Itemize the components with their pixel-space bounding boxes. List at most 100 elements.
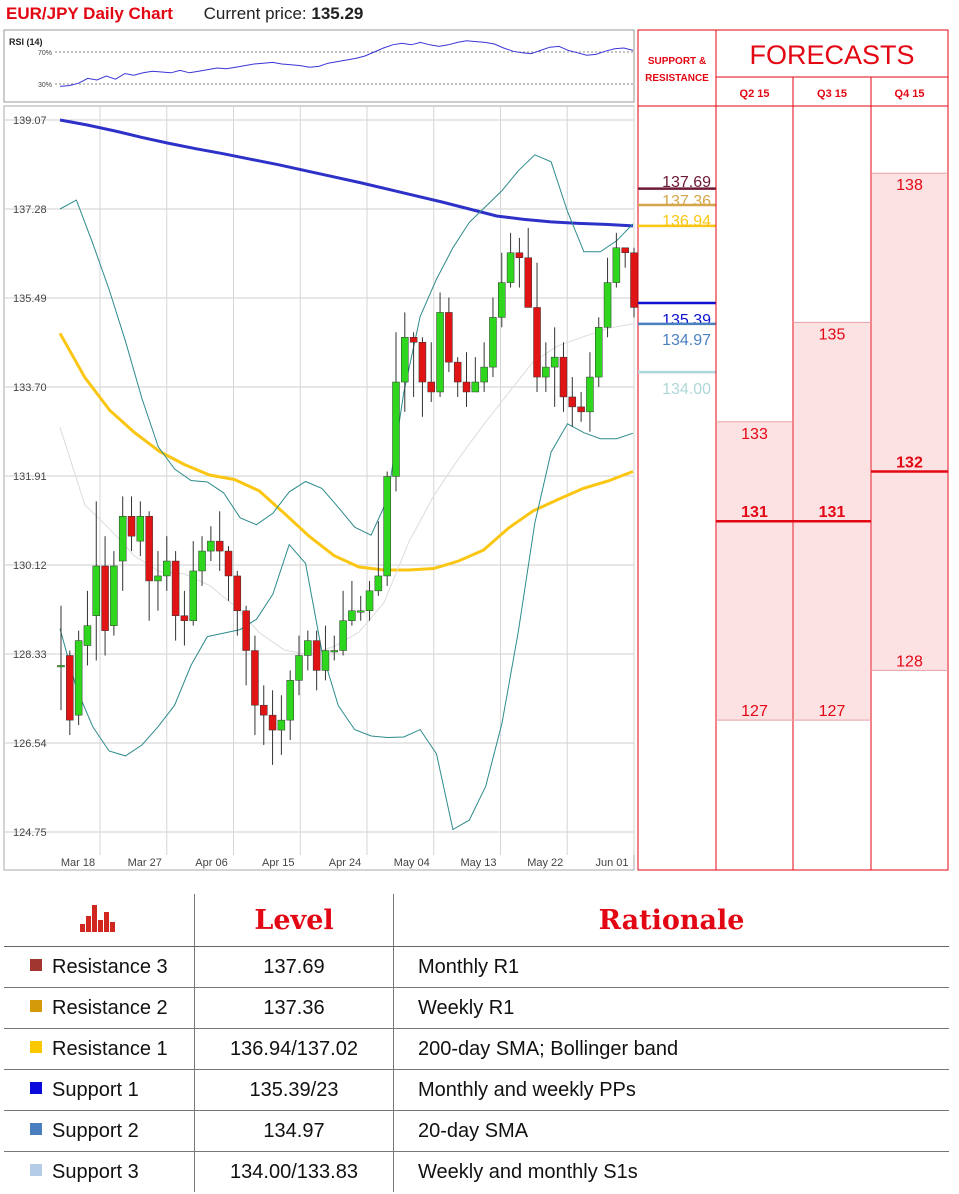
candle-body xyxy=(118,516,127,562)
support-resistance-panel: SUPPORT & RESISTANCE 137.69137.36136.941… xyxy=(637,29,717,871)
candle-body xyxy=(171,560,180,616)
candle-body xyxy=(110,565,118,626)
candle-body xyxy=(542,366,550,378)
candle-body xyxy=(577,406,585,413)
candle xyxy=(224,546,233,601)
candle xyxy=(471,357,480,393)
rationale-text: Weekly R1 xyxy=(393,987,949,1029)
candle xyxy=(365,580,374,621)
sr-title-line2: RESISTANCE xyxy=(645,73,709,84)
x-axis-ticks: Mar 18 Mar 27 Apr 06 Apr 15 Apr 24 May 04 May … xyxy=(61,857,629,869)
chart-header: EUR/JPY Daily Chart Current price: 135.2… xyxy=(6,4,363,26)
candle-body xyxy=(533,307,541,378)
indicator-55-day-sma xyxy=(58,332,634,572)
candle-body xyxy=(207,540,215,552)
rationale-text: Weekly and monthly S1s xyxy=(393,1151,949,1192)
candle-body xyxy=(621,247,629,254)
current-price-label: Current price: xyxy=(203,4,307,23)
rationale-text: Monthly and weekly PPs xyxy=(393,1069,949,1111)
level-name-cell: Resistance 1 xyxy=(4,1028,195,1070)
forecast-panel: FORECASTS Q2 15 133 131 127 Q3 15 135 131 127 Q4… xyxy=(715,29,949,871)
sr-label: 137.36 xyxy=(662,193,711,210)
table-body: Resistance 3 137.69 Monthly R1 Resistance 2… xyxy=(4,946,949,1192)
x-tick-label: Mar 27 xyxy=(128,857,162,869)
level-name-cell: Support 1 xyxy=(4,1069,195,1111)
candle xyxy=(392,332,400,492)
y-tick-label: 133.70 xyxy=(13,382,47,394)
candle-body xyxy=(550,356,559,368)
color-swatch xyxy=(30,1041,42,1054)
candle xyxy=(277,695,286,755)
candle xyxy=(630,247,638,318)
x-tick-label: May 22 xyxy=(527,857,563,869)
candles xyxy=(57,227,638,765)
level-name-cell: Support 2 xyxy=(4,1110,195,1152)
candle-body xyxy=(268,714,277,731)
y-axis-ticks: 139.07 137.28 135.49 133.70 131.91 130.12 128.… xyxy=(13,115,47,839)
chart-title: EUR/JPY Daily Chart xyxy=(6,4,173,23)
candle xyxy=(603,257,612,338)
candle-body xyxy=(365,590,374,611)
candle xyxy=(92,501,101,661)
candle-body xyxy=(233,575,242,611)
candle-body xyxy=(83,625,92,646)
candle xyxy=(409,332,418,397)
sr-label: 134.97 xyxy=(662,332,711,349)
level-value: 134.00/133.83 xyxy=(194,1151,394,1192)
level-name-cell: Resistance 3 xyxy=(4,946,195,988)
candle xyxy=(621,247,629,268)
candle xyxy=(145,511,153,621)
sr-label: 135.39 xyxy=(662,312,711,329)
sr-column-frame xyxy=(637,29,717,871)
forecast-mid-label: 131 xyxy=(741,504,768,521)
y-tick-label: 124.75 xyxy=(13,827,47,839)
candle-body xyxy=(445,312,453,363)
candle-body xyxy=(630,252,638,308)
candle xyxy=(533,262,541,392)
candle xyxy=(251,635,259,736)
candle-body xyxy=(304,640,312,656)
forecast-high-label: 138 xyxy=(896,177,923,194)
forecast-high-label: 133 xyxy=(741,426,768,443)
forecast-quarter-label: Q4 15 xyxy=(895,88,925,100)
rsi-30-label: 30% xyxy=(38,82,52,89)
indicator-lower-bollinger-band xyxy=(59,423,634,831)
y-tick-label: 128.33 xyxy=(13,649,47,661)
candle xyxy=(286,670,294,741)
candle xyxy=(127,496,136,552)
candle xyxy=(180,590,189,646)
candle-body xyxy=(568,396,577,408)
candle-body xyxy=(295,655,303,681)
table-row: Resistance 3 137.69 Monthly R1 xyxy=(4,946,949,988)
candle-body xyxy=(374,575,383,592)
grid-lines xyxy=(4,106,635,855)
indicator-upper-bollinger-band xyxy=(59,154,634,536)
candle xyxy=(427,342,435,402)
candle-body xyxy=(339,620,347,651)
candle xyxy=(462,352,471,407)
candle xyxy=(198,536,206,586)
candle-body xyxy=(312,640,321,671)
candle xyxy=(189,541,197,626)
level-header: Level xyxy=(194,894,394,947)
forecast-range-box xyxy=(717,421,792,721)
forecast-high-label: 135 xyxy=(819,326,846,343)
candle xyxy=(498,252,506,328)
candle-body xyxy=(145,516,153,582)
candle-body xyxy=(260,704,268,716)
candle xyxy=(312,630,321,691)
table-row: Resistance 1 136.94/137.02 200-day SMA; Bo… xyxy=(4,1028,949,1070)
candle-body xyxy=(498,282,506,318)
candle-body xyxy=(436,312,444,393)
candle-body xyxy=(418,342,427,383)
candle-body xyxy=(92,565,101,616)
candle-body xyxy=(224,550,233,577)
candle-body xyxy=(215,540,224,552)
candle xyxy=(550,327,559,407)
candle-body xyxy=(277,719,286,731)
x-tick-label: Mar 18 xyxy=(61,857,95,869)
candle xyxy=(101,536,109,656)
candle-body xyxy=(189,570,197,621)
candle xyxy=(339,590,347,656)
candle-body xyxy=(471,381,480,393)
